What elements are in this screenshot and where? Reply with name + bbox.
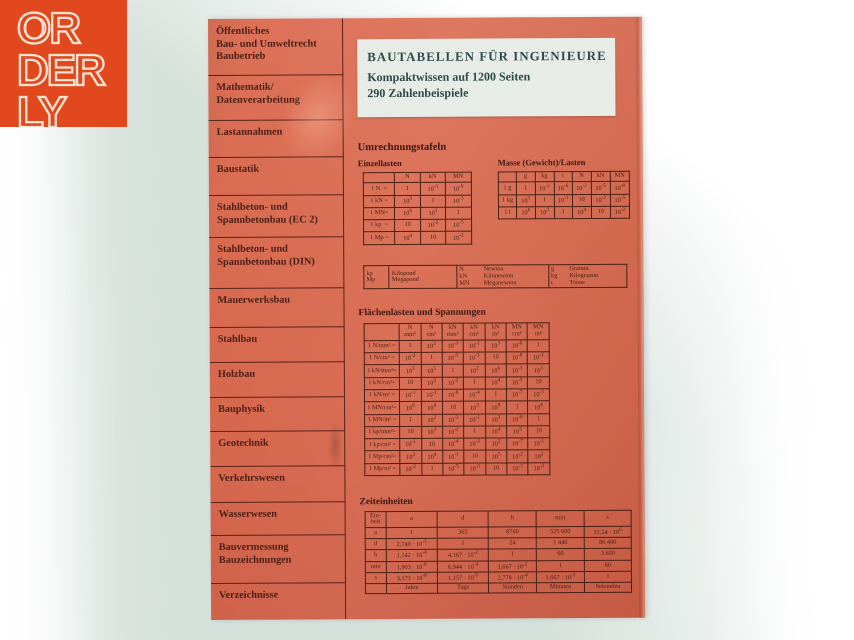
svg-text:LY: LY xyxy=(17,88,67,127)
